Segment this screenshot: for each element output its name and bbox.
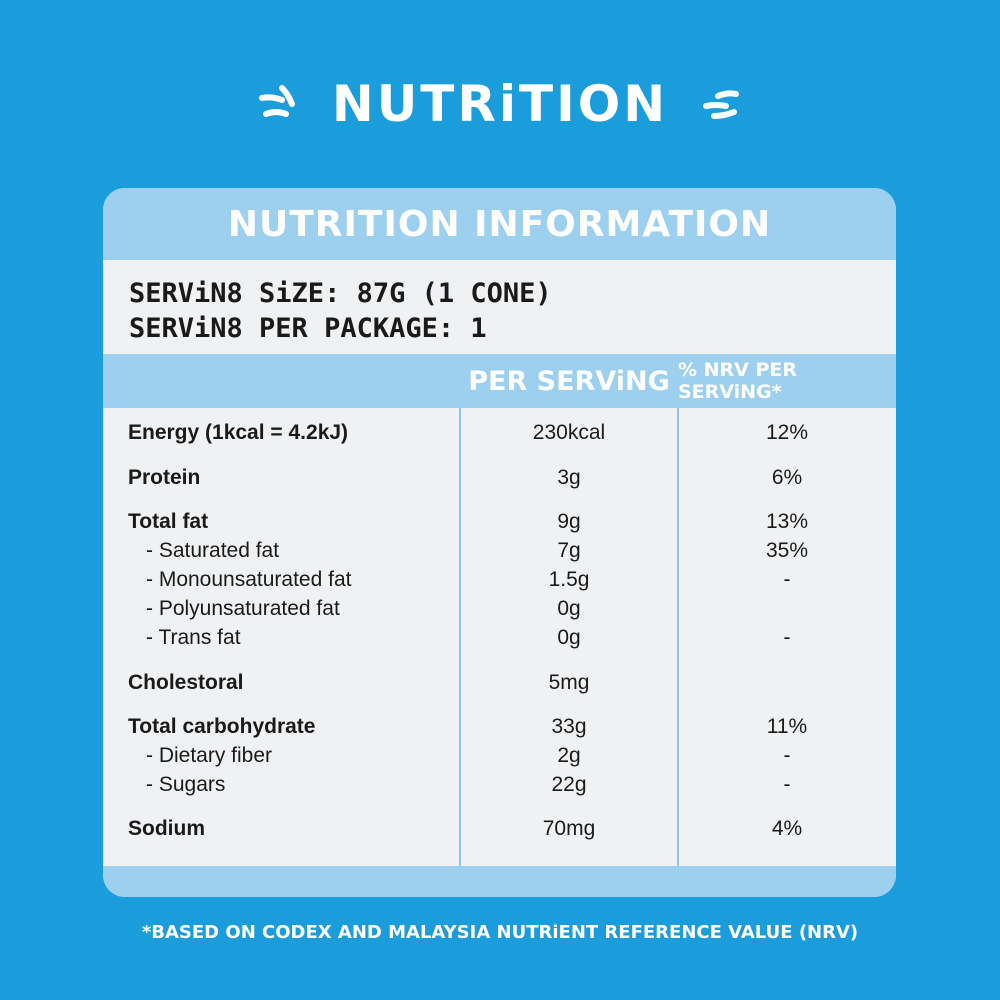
- nrv-value: -: [783, 773, 791, 796]
- serving-size: SERViN8 SiZE: 87G (1 CONE): [129, 278, 552, 309]
- nrv-value: 6%: [771, 466, 803, 489]
- nutrient-label: - Sugars: [146, 773, 226, 796]
- table-row: Protein 3g 6%: [103, 463, 896, 492]
- page-heading: NUTRiTION: [0, 64, 1000, 144]
- splash-left-icon: [258, 84, 298, 124]
- column-header-per-serving: PER SERViNG: [468, 365, 670, 397]
- table-footer-band: [103, 866, 896, 897]
- footnote: *BASED ON CODEX AND MALAYSIA NUTRiENT RE…: [141, 922, 859, 943]
- nutrition-table: NUTRITION INFORMATION SERViN8 SiZE: 87G …: [103, 188, 896, 897]
- table-row: Cholestoral 5mg: [103, 668, 896, 697]
- per-serving-value: 230kcal: [532, 421, 606, 444]
- nrv-value: -: [783, 626, 791, 649]
- table-row: - Trans fat 0g -: [103, 623, 896, 652]
- nrv-value: 4%: [771, 817, 803, 840]
- nutrient-label: - Trans fat: [146, 626, 241, 649]
- nutrient-label: Protein: [128, 466, 201, 489]
- table-row: - Monounsaturated fat 1.5g -: [103, 565, 896, 594]
- per-serving-value: 5mg: [548, 671, 590, 694]
- per-serving-value: 7g: [557, 539, 581, 562]
- table-row: Sodium 70mg 4%: [103, 814, 896, 843]
- column-header-nrv: % NRV PER SERViNG*: [678, 359, 798, 403]
- nutrient-label: Total fat: [128, 510, 209, 533]
- nutrient-label: - Polyunsaturated fat: [146, 597, 340, 620]
- nrv-value: 11%: [766, 715, 808, 738]
- nrv-value: 12%: [765, 421, 809, 444]
- servings-per-package: SERViN8 PER PACKAGE: 1: [129, 313, 487, 344]
- nrv-value: -: [783, 568, 791, 591]
- splash-right-icon: [702, 84, 742, 124]
- table-row: - Polyunsaturated fat 0g: [103, 594, 896, 623]
- column-header-band: PER SERViNG % NRV PER SERViNG*: [103, 354, 896, 408]
- nutrient-label: Sodium: [128, 817, 205, 840]
- table-row: - Saturated fat 7g 35%: [103, 536, 896, 565]
- per-serving-value: 22g: [551, 773, 587, 796]
- nutrient-label: Total carbohydrate: [128, 715, 316, 738]
- column-divider: [459, 408, 461, 866]
- table-row: Total fat 9g 13%: [103, 507, 896, 536]
- nutrient-label: - Dietary fiber: [146, 744, 273, 767]
- table-row: - Dietary fiber 2g -: [103, 741, 896, 770]
- nrv-value: -: [783, 744, 791, 767]
- page-title: NUTRiTION: [331, 75, 669, 133]
- table-row: Total carbohydrate 33g 11%: [103, 712, 896, 741]
- table-title: NUTRITION INFORMATION: [103, 188, 896, 260]
- per-serving-value: 0g: [557, 597, 581, 620]
- nutrient-label: - Monounsaturated fat: [146, 568, 352, 591]
- per-serving-value: 9g: [557, 510, 581, 533]
- per-serving-value: 2g: [557, 744, 581, 767]
- table-row: Energy (1kcal = 4.2kJ) 230kcal 12%: [103, 418, 896, 447]
- nutrient-label: Cholestoral: [128, 671, 244, 694]
- per-serving-value: 3g: [557, 466, 581, 489]
- per-serving-value: 1.5g: [548, 568, 590, 591]
- nrv-value: 35%: [765, 539, 809, 562]
- per-serving-value: 33g: [551, 715, 587, 738]
- per-serving-value: 0g: [557, 626, 581, 649]
- serving-info: SERViN8 SiZE: 87G (1 CONE) SERViN8 PER P…: [129, 276, 552, 346]
- nutrient-label: - Saturated fat: [146, 539, 280, 562]
- table-row: - Sugars 22g -: [103, 770, 896, 799]
- nrv-value: 13%: [765, 510, 809, 533]
- column-divider: [677, 408, 679, 866]
- nutrient-label: Energy (1kcal = 4.2kJ): [128, 421, 349, 444]
- per-serving-value: 70mg: [542, 817, 596, 840]
